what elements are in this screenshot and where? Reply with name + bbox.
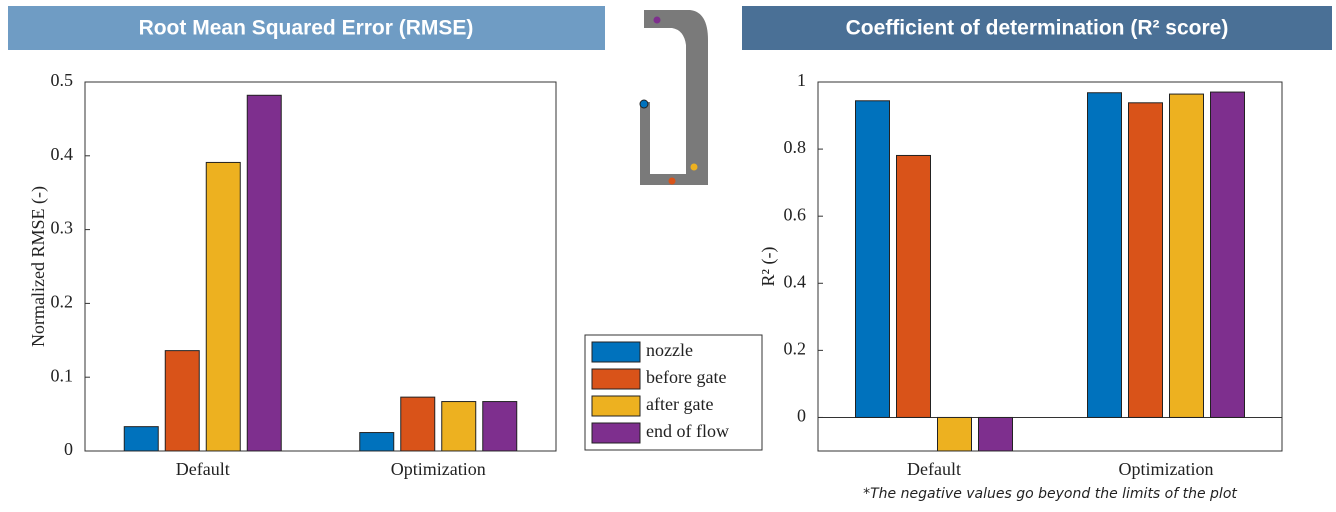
- bar: [897, 155, 931, 417]
- bar: [1170, 94, 1204, 417]
- bar: [1129, 103, 1163, 418]
- x-tick-label: Optimization: [1119, 459, 1214, 479]
- y-axis-label: Normalized RMSE (-): [28, 186, 49, 347]
- x-tick-label: Optimization: [391, 459, 486, 479]
- bar: [856, 101, 890, 418]
- x-tick-label: Default: [176, 459, 230, 479]
- legend-label: before gate: [646, 367, 726, 387]
- bar: [360, 433, 394, 451]
- x-tick-label: Default: [907, 459, 961, 479]
- legend-label: nozzle: [646, 340, 693, 360]
- y-tick-label: 0: [64, 439, 73, 459]
- bar: [442, 402, 476, 451]
- bar: [938, 417, 972, 451]
- bar: [247, 95, 281, 451]
- legend: nozzle before gate after gate end of flow: [585, 335, 762, 450]
- y-tick-label: 0.4: [51, 144, 74, 164]
- y-tick-label: 0.5: [51, 70, 74, 90]
- legend-swatch: [592, 342, 640, 362]
- y-axis-label: R² (-): [758, 247, 779, 287]
- bar: [483, 402, 517, 451]
- legend-swatch: [592, 423, 640, 443]
- chart-title: Coefficient of determination (R² score): [846, 17, 1229, 40]
- bar: [206, 162, 240, 451]
- y-tick-label: 0.3: [51, 218, 74, 238]
- bar: [1088, 93, 1122, 418]
- page: Root Mean Squared Error (RMSE) Coefficie…: [0, 0, 1336, 512]
- bar: [979, 417, 1013, 451]
- y-tick-label: 0.4: [784, 271, 807, 291]
- y-tick-label: 1: [797, 70, 806, 90]
- legend-label: after gate: [646, 394, 713, 414]
- y-tick-label: 0.1: [51, 365, 74, 385]
- legend-swatch: [592, 396, 640, 416]
- plot-area: [85, 82, 556, 451]
- bar: [1211, 92, 1245, 417]
- y-tick-label: 0.2: [784, 338, 807, 358]
- bar: [165, 351, 199, 451]
- legend-swatch: [592, 369, 640, 389]
- bar: [401, 397, 435, 451]
- bar: [124, 427, 158, 451]
- note: *The negative values go beyond the limit…: [863, 486, 1237, 502]
- y-tick-label: 0.6: [784, 204, 807, 224]
- y-tick-label: 0.2: [51, 292, 74, 312]
- sensor-diagram: [640, 10, 708, 185]
- legend-label: end of flow: [646, 421, 729, 441]
- chart-title: Root Mean Squared Error (RMSE): [139, 17, 474, 40]
- y-tick-label: 0: [797, 406, 806, 426]
- y-tick-label: 0.8: [784, 137, 807, 157]
